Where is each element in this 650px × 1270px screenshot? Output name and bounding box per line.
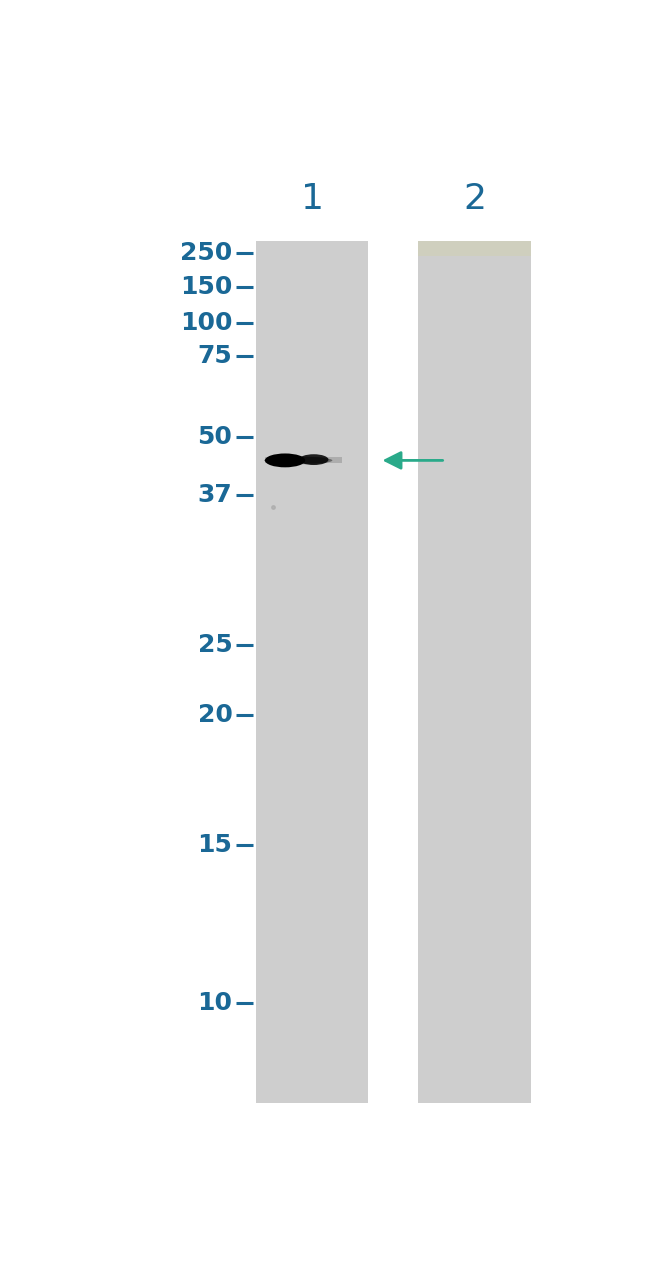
Text: 75: 75 xyxy=(198,344,233,368)
Text: 1: 1 xyxy=(301,182,324,216)
Bar xyxy=(419,241,531,257)
Ellipse shape xyxy=(299,455,328,465)
Text: 250: 250 xyxy=(180,240,233,264)
Text: 15: 15 xyxy=(198,833,233,857)
Text: 37: 37 xyxy=(198,483,233,507)
Text: 10: 10 xyxy=(198,992,233,1015)
Ellipse shape xyxy=(265,453,306,467)
Text: 150: 150 xyxy=(180,276,233,300)
Text: 20: 20 xyxy=(198,702,233,726)
Text: 50: 50 xyxy=(198,425,233,450)
Bar xyxy=(419,241,531,1104)
Text: 100: 100 xyxy=(180,311,233,335)
Ellipse shape xyxy=(268,456,302,465)
Ellipse shape xyxy=(264,456,332,465)
Text: 25: 25 xyxy=(198,634,233,657)
Bar xyxy=(255,241,368,1104)
Bar xyxy=(265,457,343,464)
Text: 2: 2 xyxy=(463,182,486,216)
